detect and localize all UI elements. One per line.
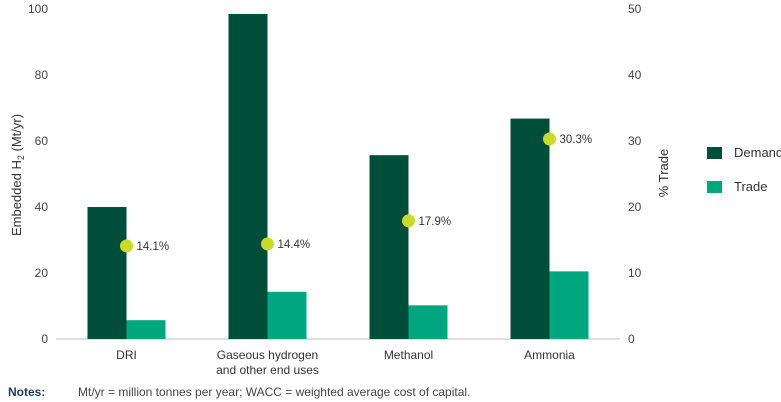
category-label: Ammonia bbox=[524, 348, 575, 362]
notes-text: Mt/yr = million tonnes per year; WACC = … bbox=[78, 385, 471, 399]
y2-tick-label: 30 bbox=[628, 134, 642, 148]
bar-demand bbox=[369, 155, 409, 339]
trade-share-label: 30.3% bbox=[560, 134, 593, 146]
y2-tick-label: 40 bbox=[628, 68, 642, 82]
y-axis-title-unit: (Mt/yr) bbox=[9, 114, 24, 155]
legend-swatch-trade bbox=[707, 180, 722, 193]
y2-tick-label: 10 bbox=[628, 266, 642, 280]
bar-demand bbox=[228, 13, 268, 339]
legend-label-demand: Demand bbox=[734, 145, 781, 160]
trade-share-label: 17.9% bbox=[419, 216, 452, 228]
y2-tick-label: 50 bbox=[628, 2, 642, 16]
trade-share-marker bbox=[543, 132, 556, 146]
trade-share-label: 14.1% bbox=[137, 241, 170, 253]
bar-demand bbox=[510, 118, 550, 339]
y-axis-title-main: Embedded H bbox=[9, 160, 24, 236]
bar-trade bbox=[408, 305, 448, 339]
bar-trade bbox=[549, 271, 589, 339]
legend-item-demand: Demand bbox=[707, 145, 781, 160]
right-axis-title: % Trade bbox=[656, 149, 671, 197]
legend-item-trade: Trade bbox=[707, 179, 767, 194]
left-axis-ticks: 0 20 40 60 80 100 bbox=[28, 2, 48, 346]
legend-label-trade: Trade bbox=[734, 179, 768, 194]
category-label: DRI bbox=[116, 348, 137, 362]
y-tick-label: 100 bbox=[28, 2, 48, 16]
bar-trade bbox=[267, 291, 307, 339]
bar-chart: 0 20 40 60 80 100 0 10 20 30 40 50 14.1% 14.4% 17.9%… bbox=[9, 2, 671, 377]
legend-swatch-demand bbox=[707, 146, 722, 159]
category-label: Gaseous hydrogen bbox=[217, 348, 318, 362]
y-tick-label: 20 bbox=[35, 266, 49, 280]
y-tick-label: 0 bbox=[41, 332, 48, 346]
bars bbox=[87, 13, 589, 339]
trade-share-label: 14.4% bbox=[278, 239, 311, 251]
trade-share-markers: 14.1% 14.4% 17.9% 30.3% bbox=[120, 132, 593, 253]
notes: Notes: Mt/yr = million tonnes per year; W… bbox=[8, 385, 470, 399]
notes-label: Notes: bbox=[8, 385, 46, 399]
y-tick-label: 80 bbox=[35, 68, 49, 82]
y-axis-title: Embedded H2 (Mt/yr) bbox=[9, 114, 26, 236]
y2-tick-label: 0 bbox=[628, 332, 635, 346]
bar-trade bbox=[126, 320, 166, 339]
trade-share-marker bbox=[261, 237, 274, 251]
y-tick-label: 60 bbox=[35, 134, 49, 148]
trade-share-marker bbox=[120, 239, 133, 253]
y-tick-label: 40 bbox=[35, 200, 49, 214]
y2-tick-label: 20 bbox=[628, 200, 642, 214]
trade-share-marker bbox=[402, 214, 415, 228]
right-axis-ticks: 0 10 20 30 40 50 bbox=[628, 2, 642, 346]
y-axis-title-subscript: 2 bbox=[16, 155, 26, 160]
category-label: and other end uses bbox=[216, 363, 319, 377]
category-label: Methanol bbox=[384, 348, 433, 362]
bar-demand bbox=[87, 207, 127, 339]
